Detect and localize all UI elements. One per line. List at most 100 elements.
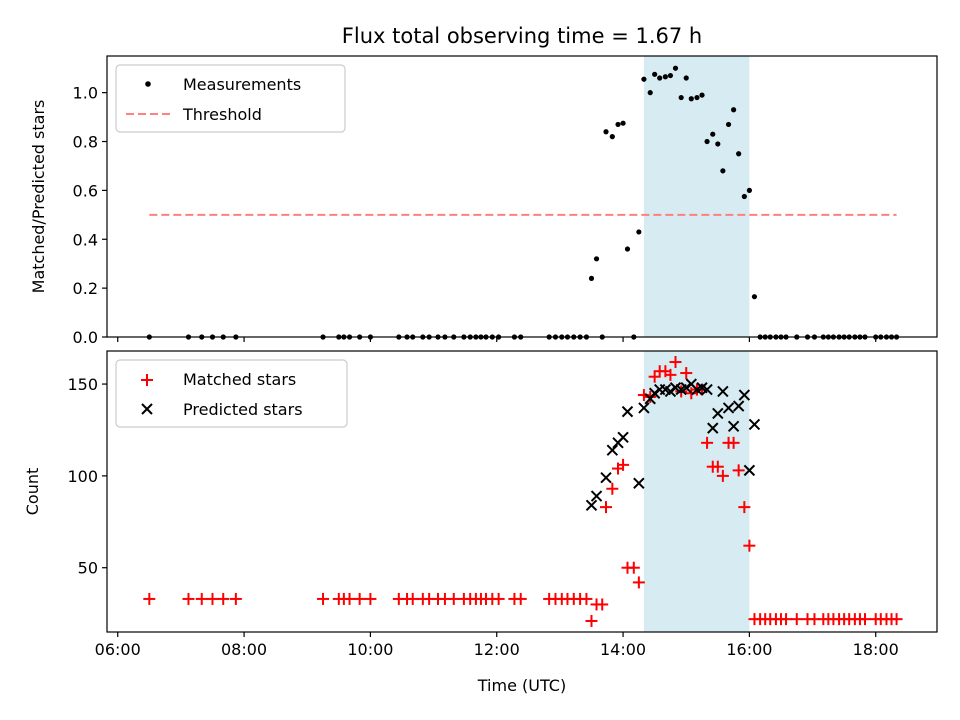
x-tick-label: 12:00: [474, 640, 520, 659]
bottom-x-ticks: 06:00 08:00 10:00 12:00 14:00 16:00 18:00: [95, 632, 899, 659]
y-tick-label: 0.4: [73, 230, 98, 249]
y-tick-label: 100: [67, 467, 98, 486]
measurement-point: [624, 246, 631, 252]
matched-star-point: [182, 592, 195, 605]
matched-star-point: [317, 592, 330, 605]
measurement-point: [751, 294, 758, 300]
measurement-point: [609, 134, 615, 140]
measurement-point: [736, 151, 742, 157]
matched-star-point: [585, 614, 598, 627]
matched-star-point: [492, 592, 505, 605]
top-highlight-span: [643, 56, 750, 337]
matched-star-point: [195, 592, 208, 605]
x-tick-label: 10:00: [347, 640, 393, 659]
measurement-point: [593, 256, 600, 262]
predicted-star-point: [748, 418, 761, 431]
matched-star-point: [664, 368, 677, 381]
measurement-point: [641, 76, 647, 82]
bottom-y-axis-label: Count: [23, 468, 42, 516]
legend-measurements-marker: [145, 81, 151, 87]
legend-matched-marker: [141, 374, 153, 386]
matched-star-point: [890, 613, 903, 626]
matched-star-point: [229, 592, 242, 605]
y-tick-label: 0.0: [73, 328, 98, 347]
matched-star-point: [596, 598, 609, 611]
x-tick-label: 16:00: [726, 640, 772, 659]
predicted-star-point: [743, 464, 756, 477]
measurement-point: [725, 121, 732, 128]
predicted-star-point: [606, 444, 619, 456]
measurement-point: [694, 94, 700, 101]
legend-predicted-marker: [141, 403, 153, 415]
legend-measurements-label: Measurements: [183, 75, 301, 94]
top-legend: Measurements Threshold: [115, 64, 346, 133]
measurement-point: [662, 74, 668, 80]
matched-star-point: [632, 576, 645, 589]
matched-star-point: [600, 501, 613, 514]
measurement-point: [667, 72, 674, 79]
measurement-point: [657, 75, 663, 81]
matched-star-point: [716, 469, 729, 482]
matched-star-point: [732, 464, 745, 477]
y-tick-label: 0.2: [73, 279, 98, 298]
matched-star-point: [447, 592, 460, 605]
predicted-star-point: [701, 383, 713, 396]
legend-matched-label: Matched stars: [183, 370, 296, 389]
matched-star-point: [680, 367, 693, 380]
measurement-point: [603, 129, 609, 135]
predicted-star-point: [717, 385, 729, 398]
x-tick-label: 14:00: [600, 640, 646, 659]
matched-star-point: [406, 592, 419, 605]
matched-star-point: [514, 592, 527, 605]
legend-threshold-label: Threshold: [182, 105, 262, 124]
matched-star-point: [701, 436, 714, 449]
measurement-point: [678, 94, 684, 101]
predicted-star-point: [722, 402, 735, 414]
matched-star-point: [727, 436, 740, 449]
matched-star-point: [217, 592, 230, 605]
predicted-star-point: [590, 490, 603, 502]
matched-star-point: [364, 592, 377, 605]
matched-star-point: [648, 370, 661, 383]
measurement-point: [741, 193, 747, 200]
matched-star-point: [743, 539, 756, 552]
bottom-legend: Matched stars Predicted stars: [115, 359, 348, 428]
bottom-panel: 50 100 150 06:00 08:00 10:00 12:00 14:00 16:00 1…: [23, 350, 938, 695]
measurement-point: [699, 92, 705, 98]
predicted-star-point: [585, 499, 598, 511]
predicted-star-point: [633, 477, 645, 489]
matched-star-point: [780, 613, 793, 626]
matched-star-point: [627, 561, 640, 574]
matched-star-point: [580, 592, 593, 605]
top-y-axis-label: Matched/Predicted stars: [29, 100, 48, 294]
bottom-highlight-span: [643, 351, 750, 632]
measurement-point: [688, 96, 694, 102]
measurement-point: [615, 121, 621, 128]
matched-star-point: [206, 592, 219, 605]
matched-star-point: [143, 592, 156, 605]
y-tick-label: 1.0: [73, 84, 98, 103]
predicted-star-point: [600, 472, 612, 484]
matched-star-point: [738, 501, 751, 514]
predicted-star-point: [712, 407, 724, 420]
x-tick-label: 18:00: [853, 640, 899, 659]
top-axes-frame: [106, 55, 938, 338]
y-tick-label: 50: [78, 559, 98, 578]
top-panel: 0.0 0.2 0.4 0.6 0.8 1.0 Matched/Predicted sta…: [29, 55, 938, 347]
x-tick-label: 08:00: [221, 640, 267, 659]
predicted-star-point: [732, 400, 745, 412]
measurement-point: [720, 168, 726, 174]
matched-star-point: [353, 592, 366, 605]
measurement-point: [710, 131, 716, 137]
y-tick-label: 0.8: [73, 133, 98, 152]
matched-star-point: [669, 356, 682, 369]
y-tick-label: 150: [67, 375, 98, 394]
measurement-point: [715, 141, 721, 147]
measurement-point: [731, 107, 737, 113]
matched-star-point: [617, 458, 630, 471]
matched-star-point: [858, 613, 871, 626]
bottom-axes-frame: [106, 350, 938, 633]
predicted-star-point: [738, 389, 751, 401]
top-y-ticks: 0.0 0.2 0.4 0.6 0.8 1.0: [73, 84, 107, 347]
top-x-ticks: [117, 337, 877, 342]
